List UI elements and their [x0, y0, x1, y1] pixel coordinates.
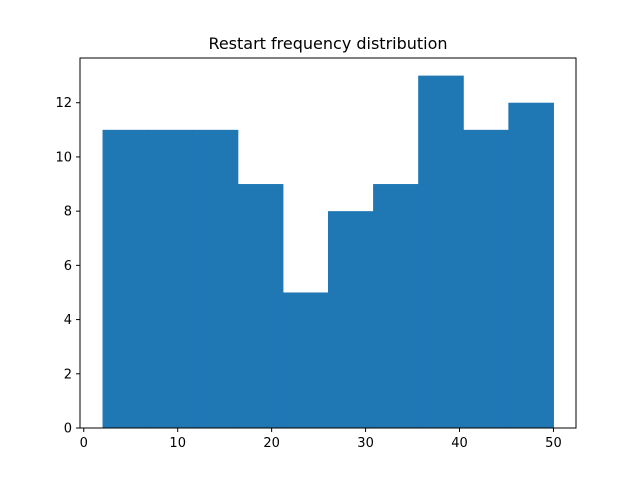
x-tick-label: 20	[263, 436, 280, 451]
histogram-bar-1	[147, 129, 194, 429]
bars-group	[102, 75, 554, 429]
histogram-bar-6	[373, 184, 419, 428]
histogram-bar-2	[192, 129, 239, 429]
histogram-bar-8	[463, 129, 509, 429]
y-tick-label: 2	[64, 367, 72, 382]
y-tick-label: 6	[64, 259, 72, 274]
chart-title: Restart frequency distribution	[208, 34, 447, 53]
x-tick-label: 0	[80, 436, 88, 451]
histogram-bar-3	[237, 184, 284, 428]
y-tick-label: 8	[64, 205, 72, 220]
y-tick-label: 10	[55, 150, 72, 165]
histogram-bar-7	[418, 75, 464, 428]
x-tick-label: 40	[451, 436, 468, 451]
y-tick-label: 0	[64, 422, 72, 437]
plot-frame	[79, 57, 577, 429]
histogram-bar-0	[102, 129, 149, 429]
histogram-bar-4	[282, 292, 329, 428]
histogram-bar-9	[508, 102, 554, 428]
x-tick-label: 30	[357, 436, 374, 451]
x-tick-label: 10	[169, 436, 186, 451]
y-axis-ticks: 0 2 4 6 8 10 12	[55, 96, 80, 437]
y-tick-label: 4	[64, 313, 72, 328]
histogram-bar-5	[328, 211, 374, 428]
x-tick-label: 50	[545, 436, 562, 451]
y-tick-label: 12	[55, 96, 72, 111]
x-axis-ticks: 0 10 20 30 40 50	[80, 428, 562, 451]
